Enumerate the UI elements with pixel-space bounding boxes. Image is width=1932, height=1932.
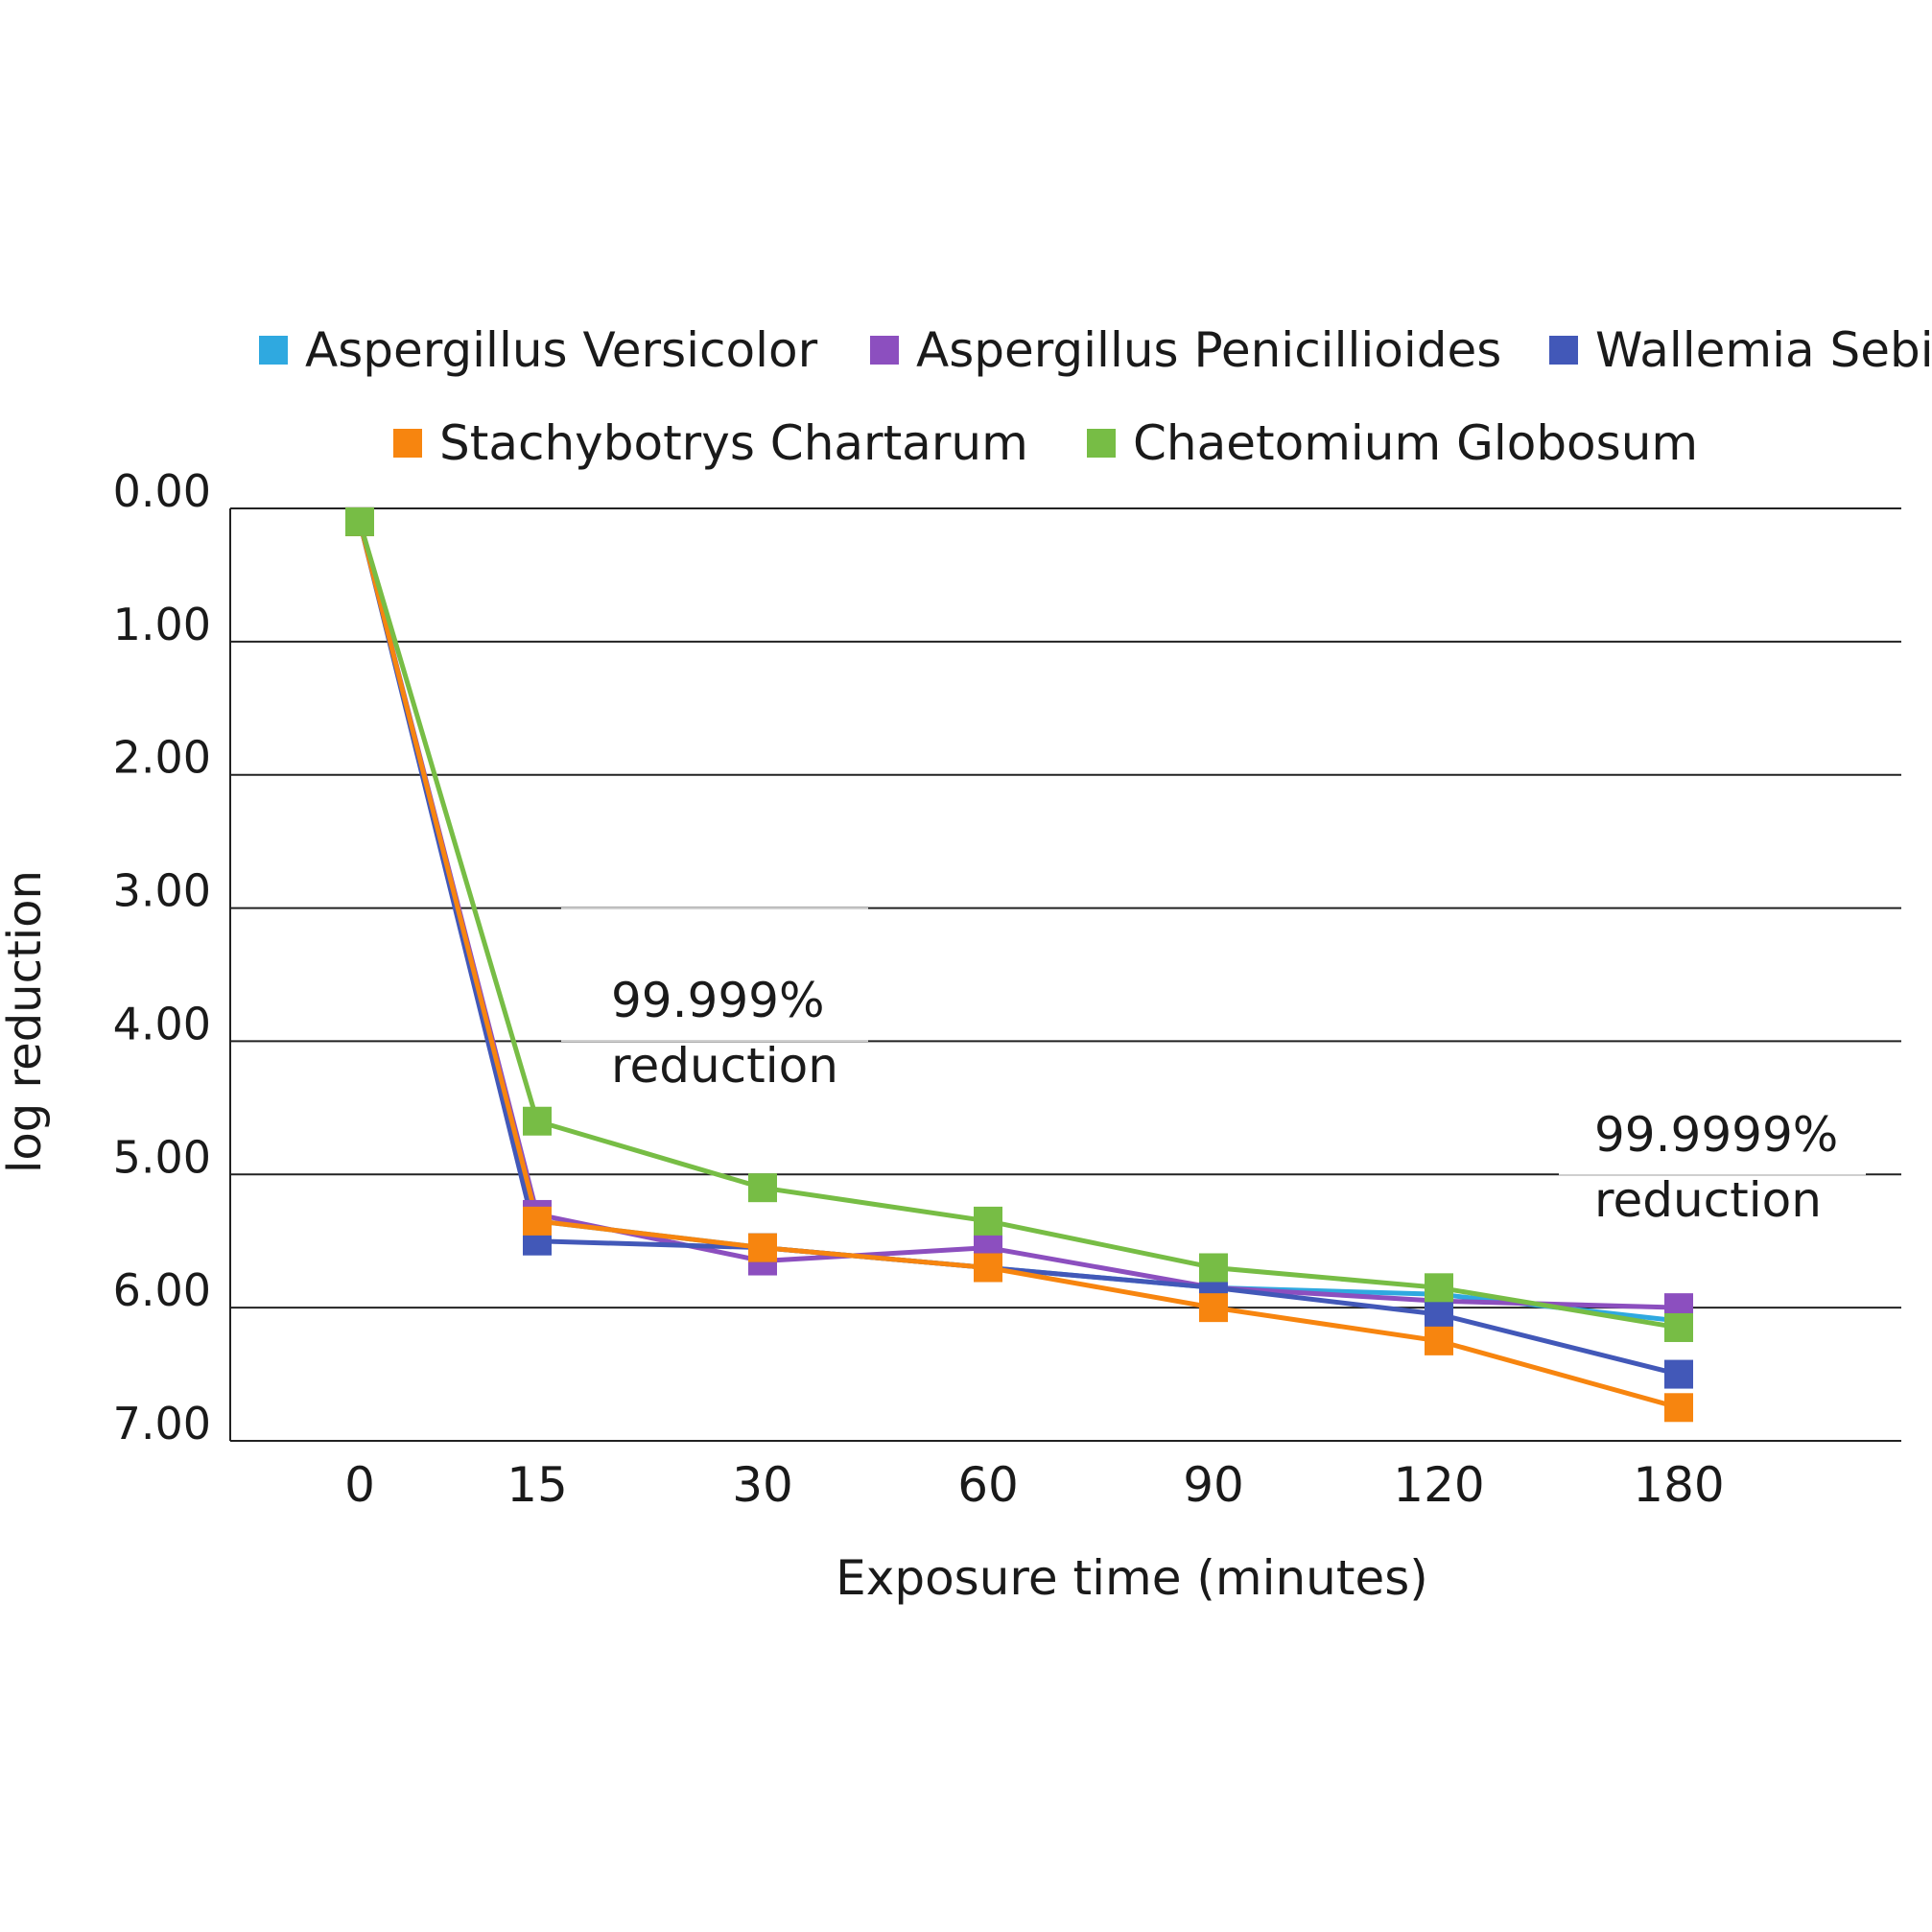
data-point [1199,1293,1228,1323]
y-tick-label: 6.00 [113,1264,211,1316]
x-tick-label: 0 [344,1457,375,1513]
data-point [1199,1253,1228,1283]
legend-label: Wallemia Sebi [1595,322,1932,378]
legend-swatch [870,336,899,365]
y-tick-label: 0.00 [113,465,211,517]
x-tick-label: 15 [507,1457,568,1513]
legend-label: Aspergillus Penicillioides [916,322,1502,378]
annotation-backdrop [561,908,868,1041]
data-point [523,1206,552,1236]
legend-item: Chaetomium Globosum [1087,414,1698,472]
x-tick-label: 90 [1183,1457,1244,1513]
legend-swatch [259,336,288,365]
y-tick-label: 5.00 [113,1131,211,1183]
data-point [1425,1326,1453,1355]
data-point [748,1173,777,1203]
y-tick-label: 7.00 [113,1398,211,1449]
data-point [1664,1393,1693,1423]
x-tick-label: 30 [732,1457,793,1513]
legend-swatch [1087,429,1116,458]
legend-swatch [393,429,422,458]
y-tick-label: 4.00 [113,998,211,1049]
y-tick-label: 1.00 [113,599,211,650]
legend-item: Stachybotrys Chartarum [393,414,1028,472]
annotation-text: reduction [611,1038,838,1094]
x-tick-label: 120 [1393,1457,1484,1513]
series-line-1 [357,521,1680,1310]
series-line-2 [357,521,1680,1377]
data-point [974,1253,1002,1283]
x-tick-label: 180 [1633,1457,1724,1513]
x-axis-title: Exposure time (minutes) [836,1550,1428,1606]
annotation-text: 99.999% [611,973,824,1028]
legend-item: Aspergillus Penicillioides [870,321,1501,379]
series-line-3 [357,521,1680,1410]
annotation-text: 99.9999% [1594,1107,1838,1163]
legend-item: Wallemia Sebi [1549,321,1932,379]
data-point [523,1106,552,1136]
data-point [1664,1312,1693,1342]
data-point [748,1233,777,1262]
legend-item: Aspergillus Versicolor [259,321,817,379]
legend-label: Stachybotrys Chartarum [439,415,1028,471]
x-tick-label: 60 [957,1457,1019,1513]
legend-label: Aspergillus Versicolor [305,322,818,378]
legend-label: Chaetomium Globosum [1133,415,1699,471]
data-point [1664,1359,1693,1389]
data-point [1425,1300,1453,1330]
y-tick-label: 2.00 [113,732,211,784]
annotation-text: reduction [1594,1172,1822,1228]
legend-swatch [1549,336,1578,365]
data-point [1425,1273,1453,1303]
y-tick-label: 3.00 [113,865,211,917]
y-axis-title: log reduction [0,870,52,1173]
annotation-backdrop [1559,1118,1866,1180]
data-point [974,1206,1002,1236]
data-point [345,507,374,536]
series-line-4 [357,521,1680,1331]
